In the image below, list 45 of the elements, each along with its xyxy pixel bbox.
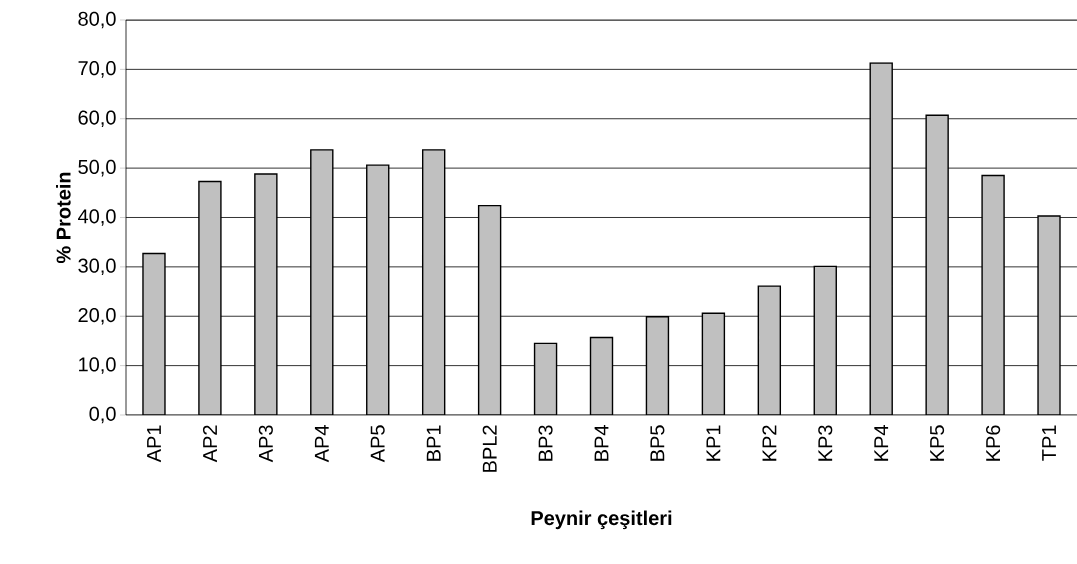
x-tick-label: BP5 [650, 425, 665, 461]
x-tick-label: KP1 [706, 425, 721, 461]
y-axis-title: % Protein [56, 172, 71, 264]
bar [254, 173, 278, 415]
x-tick-label: BP3 [538, 425, 553, 461]
bar [366, 164, 390, 415]
bar [1037, 215, 1061, 415]
bar [869, 62, 893, 415]
bar [477, 204, 502, 415]
bar [645, 316, 670, 415]
bar [757, 285, 782, 415]
bar [421, 149, 446, 415]
x-tick-label: KP3 [818, 425, 833, 461]
y-tick-label: 10,0 [79, 357, 116, 374]
x-tick-label: AP4 [314, 425, 329, 463]
x-tick-label: KP5 [930, 425, 945, 461]
y-tick-label: 30,0 [78, 258, 116, 276]
x-tick-label: KP6 [986, 425, 1001, 461]
bar [589, 336, 614, 415]
x-tick-label: KP4 [874, 425, 889, 461]
bar [701, 312, 726, 415]
x-axis-title: Peynir çeşitleri [531, 510, 672, 530]
y-tick-label: 50,0 [78, 159, 116, 177]
x-tick-label: AP2 [202, 425, 217, 463]
x-tick-label: BP1 [426, 425, 441, 461]
x-tick-label: AP1 [147, 425, 161, 463]
x-tick-label: BP4 [594, 425, 609, 461]
y-tick-label: 0,0 [89, 406, 116, 424]
y-tick-label: 60,0 [78, 110, 116, 127]
y-tick-label: 20,0 [78, 307, 116, 325]
bar [925, 114, 949, 415]
y-tick-label: 80,0 [78, 11, 116, 29]
y-tick-label: 70,0 [78, 61, 116, 78]
x-tick-label: BPL2 [482, 425, 497, 472]
bar [310, 149, 334, 415]
x-tick-label: AP5 [370, 425, 385, 463]
bar [198, 180, 222, 415]
bar [142, 252, 166, 415]
bar [981, 174, 1005, 415]
bar [533, 342, 558, 415]
x-tick-label: AP3 [258, 425, 273, 463]
x-tick-label: TP1 [1042, 425, 1056, 461]
bar [813, 265, 837, 415]
x-tick-label: KP2 [762, 425, 777, 461]
y-tick-label: 40,0 [78, 209, 116, 226]
